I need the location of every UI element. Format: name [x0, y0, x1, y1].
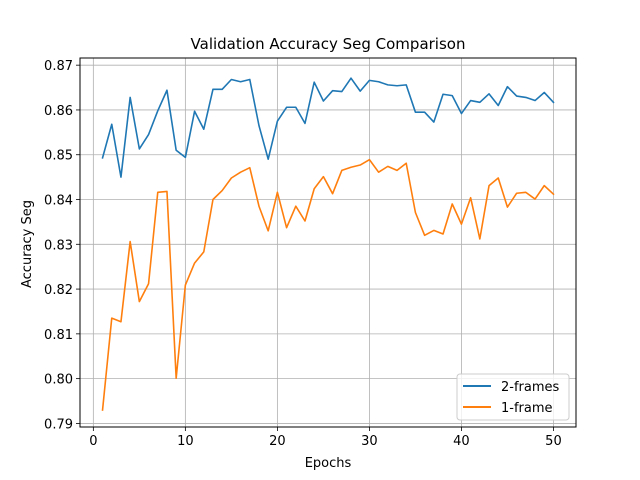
series-line-2-frames — [101, 77, 555, 178]
x-tick-label: 10 — [177, 434, 194, 449]
legend-label-1-frame: 1-frame — [501, 401, 553, 416]
axes-frame — [79, 57, 577, 428]
legend-label-2-frames: 2-frames — [501, 380, 560, 395]
series-line-1-frame — [101, 158, 555, 411]
y-tick-label: 0.86 — [44, 104, 73, 119]
y-tick-label: 0.80 — [44, 373, 73, 388]
y-tick-label: 0.84 — [44, 194, 73, 209]
y-tick-label: 0.81 — [44, 328, 73, 343]
x-tick-label: 30 — [361, 434, 378, 449]
grid-lines — [80, 58, 576, 427]
y-tick-label: 0.82 — [44, 283, 73, 298]
y-axis-ticks: 0.79 0.80 0.81 0.82 0.83 0.84 0.85 0.86 0.87 — [44, 59, 80, 432]
x-tick-label: 50 — [545, 434, 562, 449]
x-axis-ticks: 0 10 20 30 40 50 — [89, 427, 562, 449]
series-layer — [101, 77, 555, 411]
legend: 2-frames 1-frame — [456, 373, 570, 421]
y-tick-label: 0.83 — [44, 238, 73, 253]
y-tick-label: 0.87 — [44, 59, 73, 74]
y-axis-title: Accuracy Seg — [20, 200, 35, 288]
x-tick-label: 20 — [269, 434, 286, 449]
chart-title: Validation Accuracy Seg Comparison — [191, 35, 466, 53]
x-tick-label: 0 — [89, 434, 97, 449]
x-tick-label: 40 — [453, 434, 470, 449]
axes-background — [80, 58, 576, 427]
x-axis-title: Epochs — [305, 456, 352, 471]
y-tick-label: 0.85 — [44, 149, 73, 164]
plot-area — [79, 57, 577, 428]
y-tick-label: 0.79 — [44, 417, 73, 432]
